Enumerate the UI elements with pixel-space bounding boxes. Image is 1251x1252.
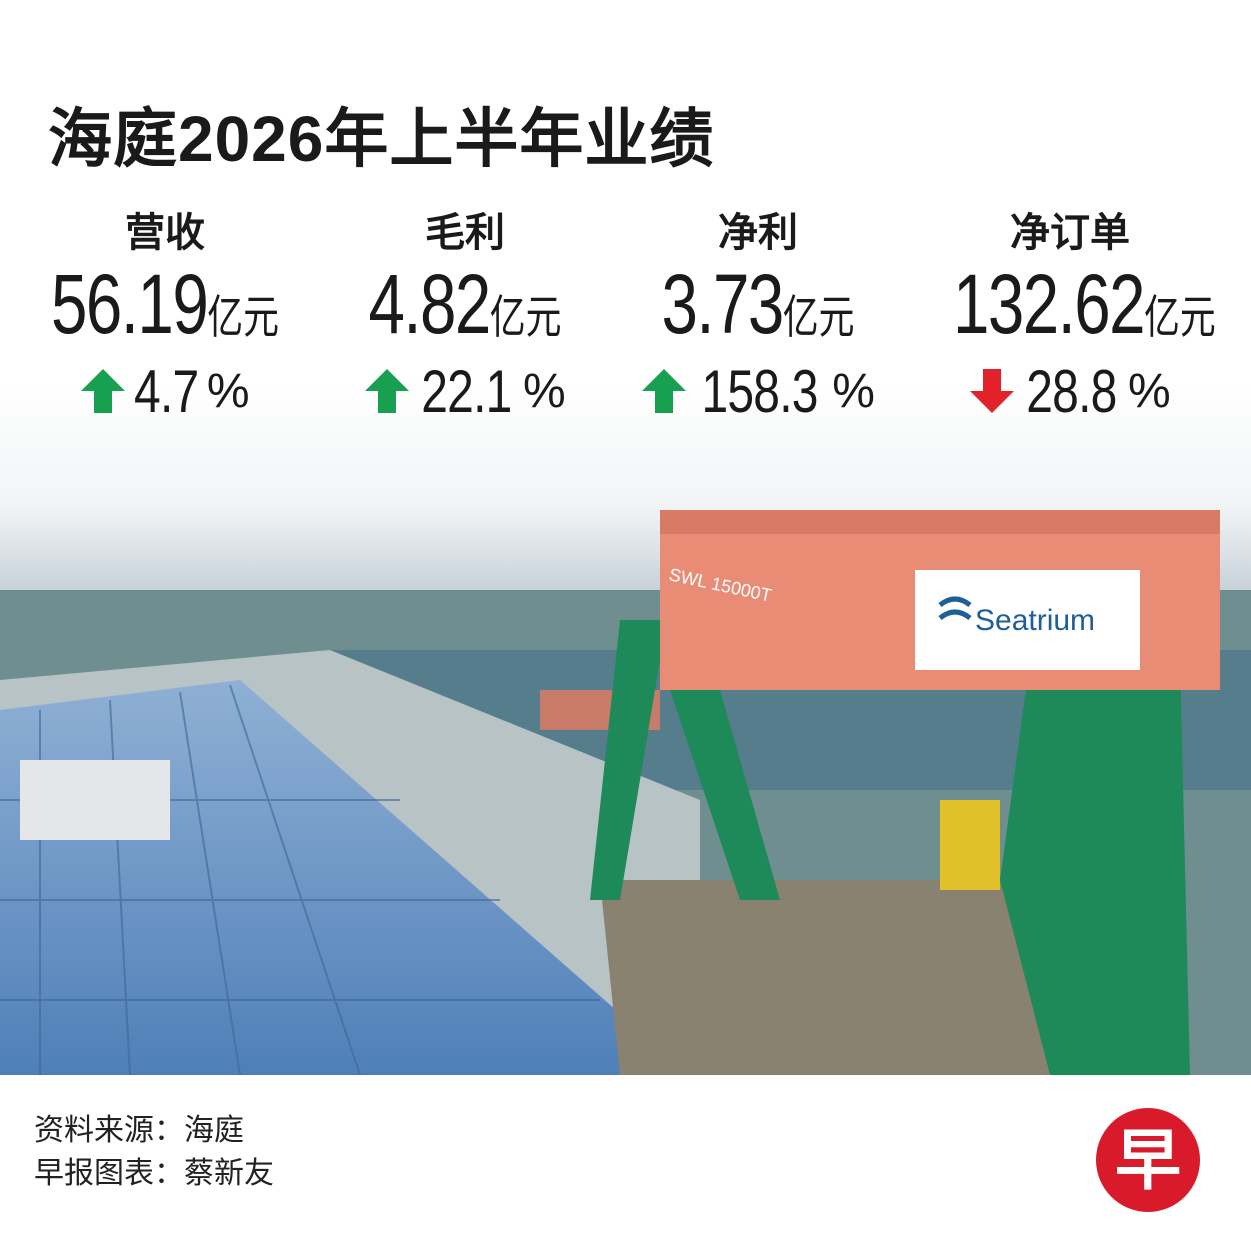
metric-label: 净利 (718, 211, 798, 255)
metric: 营收 56.19亿元 4.7% (15, 200, 315, 426)
metric-value-row: 132.62亿元 (953, 256, 1216, 356)
arrow-down (970, 369, 1015, 413)
metric-unit: 亿元 (782, 291, 855, 343)
metric-change-row: 158.3% (608, 356, 908, 426)
metric-label: 净订单 (1010, 211, 1130, 255)
metric-value-row: 56.19亿元 (48, 256, 282, 356)
title: 海庭2026年上半年业绩 (48, 103, 715, 175)
source: 资料来源：海庭 (34, 1114, 244, 1147)
metric-unit: 亿元 (207, 291, 279, 343)
metric-value-row: 4.82亿元 (348, 256, 582, 356)
metric-change-row: 28.8% (920, 356, 1220, 426)
credit: 早报图表：蔡新友 (34, 1157, 274, 1190)
metric-change-unit: % (206, 364, 250, 418)
arrow-shape (970, 369, 1015, 413)
metric-value: 3.73 (661, 257, 784, 351)
metric-value: 4.82 (368, 257, 491, 351)
arrow-up (365, 369, 410, 413)
metric: 毛利 4.82亿元 22.1% (315, 200, 615, 426)
metric-change: 4.7 (134, 357, 199, 425)
arrow-shape (81, 369, 126, 413)
logo: 早 (1096, 1108, 1200, 1212)
arrow-up (642, 369, 687, 413)
arrow-shape (642, 369, 687, 413)
metric: 净利 3.73亿元 158.3% (608, 200, 908, 426)
metric-value: 132.62 (953, 257, 1146, 351)
metric-value: 56.19 (51, 257, 209, 351)
metric-change-row: 4.7% (15, 356, 315, 426)
metric-unit: 亿元 (489, 291, 562, 343)
metric-change-unit: % (1128, 364, 1171, 418)
arrow-up (81, 369, 126, 413)
metric-change: 28.8 (1026, 357, 1118, 425)
photo-sign-text: Seatrium (975, 604, 1095, 637)
metric-label: 营收 (125, 211, 205, 255)
metric-change: 158.3 (701, 357, 819, 425)
metric-change: 22.1 (421, 357, 513, 425)
metric-unit: 亿元 (1144, 291, 1216, 343)
arrow-shape (365, 369, 410, 413)
metric-change-unit: % (832, 364, 875, 418)
metric-label: 毛利 (425, 211, 505, 255)
metric-value-row: 3.73亿元 (641, 256, 875, 356)
shipyard-photo: Seatrium SWL 15000T (0, 380, 1251, 1075)
metric-change-row: 22.1% (315, 356, 615, 426)
metric: 净订单 132.62亿元 28.8% (920, 200, 1220, 426)
metric-change-unit: % (523, 364, 566, 418)
